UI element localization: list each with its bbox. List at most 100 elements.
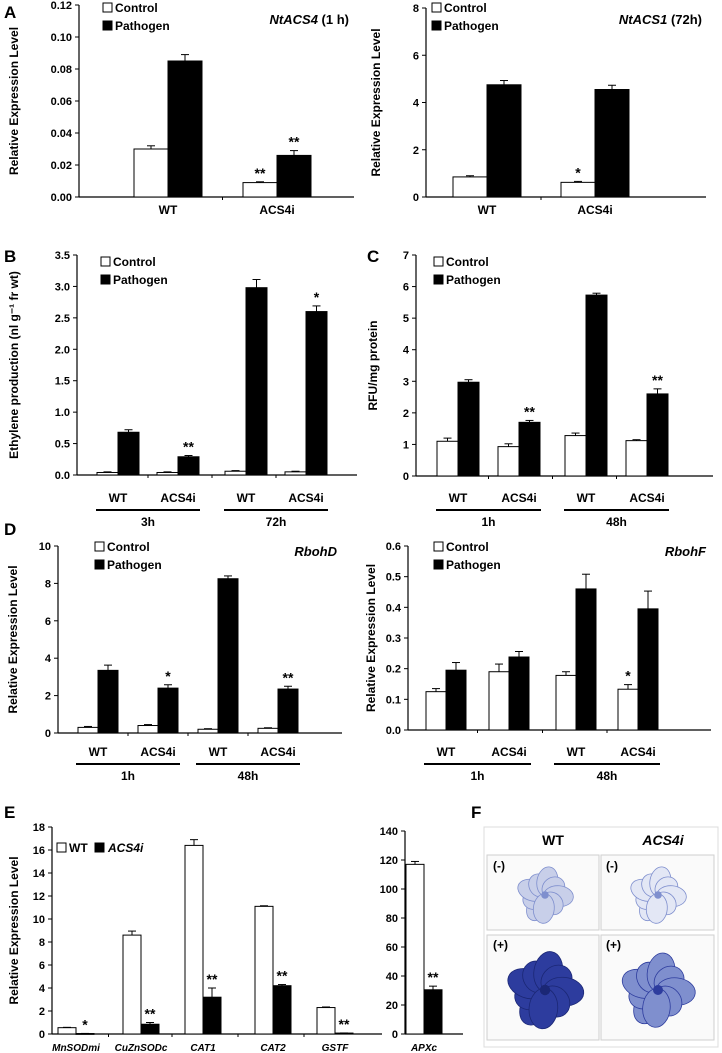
bar-control-0 xyxy=(452,176,488,198)
y-tick-label: 10 xyxy=(39,541,51,553)
y-tick-label: 100 xyxy=(380,884,398,896)
legend-label-pathogen: Pathogen xyxy=(115,19,170,33)
significance-mark: ** xyxy=(207,971,218,987)
significance-mark: ** xyxy=(339,1016,350,1032)
legend-swatch-pathogen xyxy=(94,559,105,570)
gene-label: NtACS4 (1 h) xyxy=(270,12,349,27)
bar-pathogen-3 xyxy=(305,311,328,476)
bar-control-2 xyxy=(224,470,247,476)
photo-acs4i-pathogen xyxy=(600,934,715,1041)
y-tick-label: 2 xyxy=(403,408,409,420)
y-tick-label: 3.0 xyxy=(55,281,70,293)
category-label: ACS4i xyxy=(501,491,536,505)
gene-label: RbohD xyxy=(294,544,337,559)
y-tick-label: 80 xyxy=(386,913,398,925)
significance-mark: * xyxy=(82,1016,88,1032)
category-label: WT xyxy=(478,203,497,217)
y-tick-label: 2 xyxy=(45,691,51,703)
bar-pathogen-2 xyxy=(217,578,239,734)
y-tick-label: 2.5 xyxy=(55,313,70,325)
y-tick-label: 4 xyxy=(39,983,46,995)
category-label: ACS4i xyxy=(259,203,294,217)
bar-control-1 xyxy=(242,182,278,198)
y-tick-label: 0.5 xyxy=(386,572,401,584)
category-label: WT xyxy=(567,745,586,759)
photo-acs4i-control xyxy=(600,854,715,931)
bar-control-3 xyxy=(257,727,279,734)
significance-mark: * xyxy=(165,668,171,684)
y-tick-label: 2 xyxy=(39,1006,45,1018)
legend-label-control: Control xyxy=(444,1,487,15)
photo-label-wt-plus: (+) xyxy=(493,938,508,952)
panel-letter-c: C xyxy=(367,247,379,266)
category-label: ACS4i xyxy=(140,745,175,759)
bar-pathogen-1 xyxy=(518,421,541,477)
category-label: ACS4i xyxy=(629,491,664,505)
significance-mark: ** xyxy=(283,669,294,685)
legend-swatch-wt xyxy=(56,842,67,853)
rosette-center xyxy=(541,891,549,899)
panel-letter-b: B xyxy=(4,247,16,266)
y-tick-label: 18 xyxy=(33,822,45,834)
y-tick-label: 0 xyxy=(413,192,419,204)
y-tick-label: 0.0 xyxy=(386,725,401,737)
legend-swatch-control xyxy=(102,2,113,13)
panel-letter-d: D xyxy=(4,520,16,539)
legend-swatch-pathogen xyxy=(102,20,113,31)
significance-mark: ** xyxy=(145,1006,156,1022)
y-tick-label: 0.02 xyxy=(51,160,72,172)
y-tick-label: 0.06 xyxy=(51,96,72,108)
y-tick-label: 0.2 xyxy=(386,664,401,676)
bar-pathogen-3 xyxy=(637,608,659,731)
y-tick-label: 0.3 xyxy=(386,633,401,645)
significance-mark: * xyxy=(625,668,631,684)
y-tick-label: 0.04 xyxy=(51,128,73,140)
bar-wt-0 xyxy=(57,1027,77,1035)
group-label: 48h xyxy=(597,769,618,783)
y-tick-label: 2 xyxy=(413,145,419,157)
category-label: MnSODmi xyxy=(52,1043,100,1053)
legend-label-control: Control xyxy=(446,255,489,269)
chart-e1: 0 2 4 6 8 10 12 14 16 18 Relative Expression Level… xyxy=(7,822,382,1053)
bar-acs4i-0 xyxy=(423,989,443,1035)
gene-label: RbohF xyxy=(665,544,707,559)
category-label: WT xyxy=(449,491,468,505)
legend-swatch-acs4i xyxy=(94,842,105,853)
panel-letter-a: A xyxy=(4,3,16,22)
y-tick-label: 7 xyxy=(403,250,409,262)
bar-control-1 xyxy=(497,446,520,477)
significance-mark: ** xyxy=(524,403,535,419)
bar-acs4i-1 xyxy=(140,1023,160,1035)
y-tick-label: 0 xyxy=(403,471,409,483)
legend-label-wt: WT xyxy=(69,841,88,855)
y-tick-label: 0.1 xyxy=(386,694,401,706)
legend-label-pathogen: Pathogen xyxy=(446,558,501,572)
photo-wt-control xyxy=(486,854,600,931)
bar-control-1 xyxy=(137,725,159,734)
group-label: 1h xyxy=(481,515,495,529)
significance-mark: * xyxy=(314,289,320,305)
photo-wt-pathogen xyxy=(486,934,600,1041)
y-tick-label: 0 xyxy=(39,1029,45,1041)
y-axis-label: Ethylene production (nl g⁻¹ fr wt) xyxy=(7,271,21,459)
y-tick-label: 6 xyxy=(39,960,45,972)
y-tick-label: 0.10 xyxy=(51,32,72,44)
legend-label-pathogen: Pathogen xyxy=(113,273,168,287)
legend-label-pathogen: Pathogen xyxy=(107,558,162,572)
legend-swatch-control xyxy=(433,256,444,267)
bar-pathogen-2 xyxy=(585,294,608,477)
category-label: WT xyxy=(577,491,596,505)
category-label: ACS4i xyxy=(160,491,195,505)
bar-pathogen-0 xyxy=(97,669,119,734)
y-tick-label: 0.6 xyxy=(386,541,401,553)
panel-letter-e: E xyxy=(4,803,15,822)
y-tick-label: 0.5 xyxy=(55,439,70,451)
panel-f-photos: WT ACS4i (-) (-) (+) (+) xyxy=(483,826,719,1048)
y-tick-label: 4 xyxy=(45,653,52,665)
y-tick-label: 60 xyxy=(386,942,398,954)
category-label: WT xyxy=(159,203,178,217)
category-label: CAT1 xyxy=(190,1043,216,1053)
category-label: ACS4i xyxy=(620,745,655,759)
legend-swatch-control xyxy=(100,256,111,267)
